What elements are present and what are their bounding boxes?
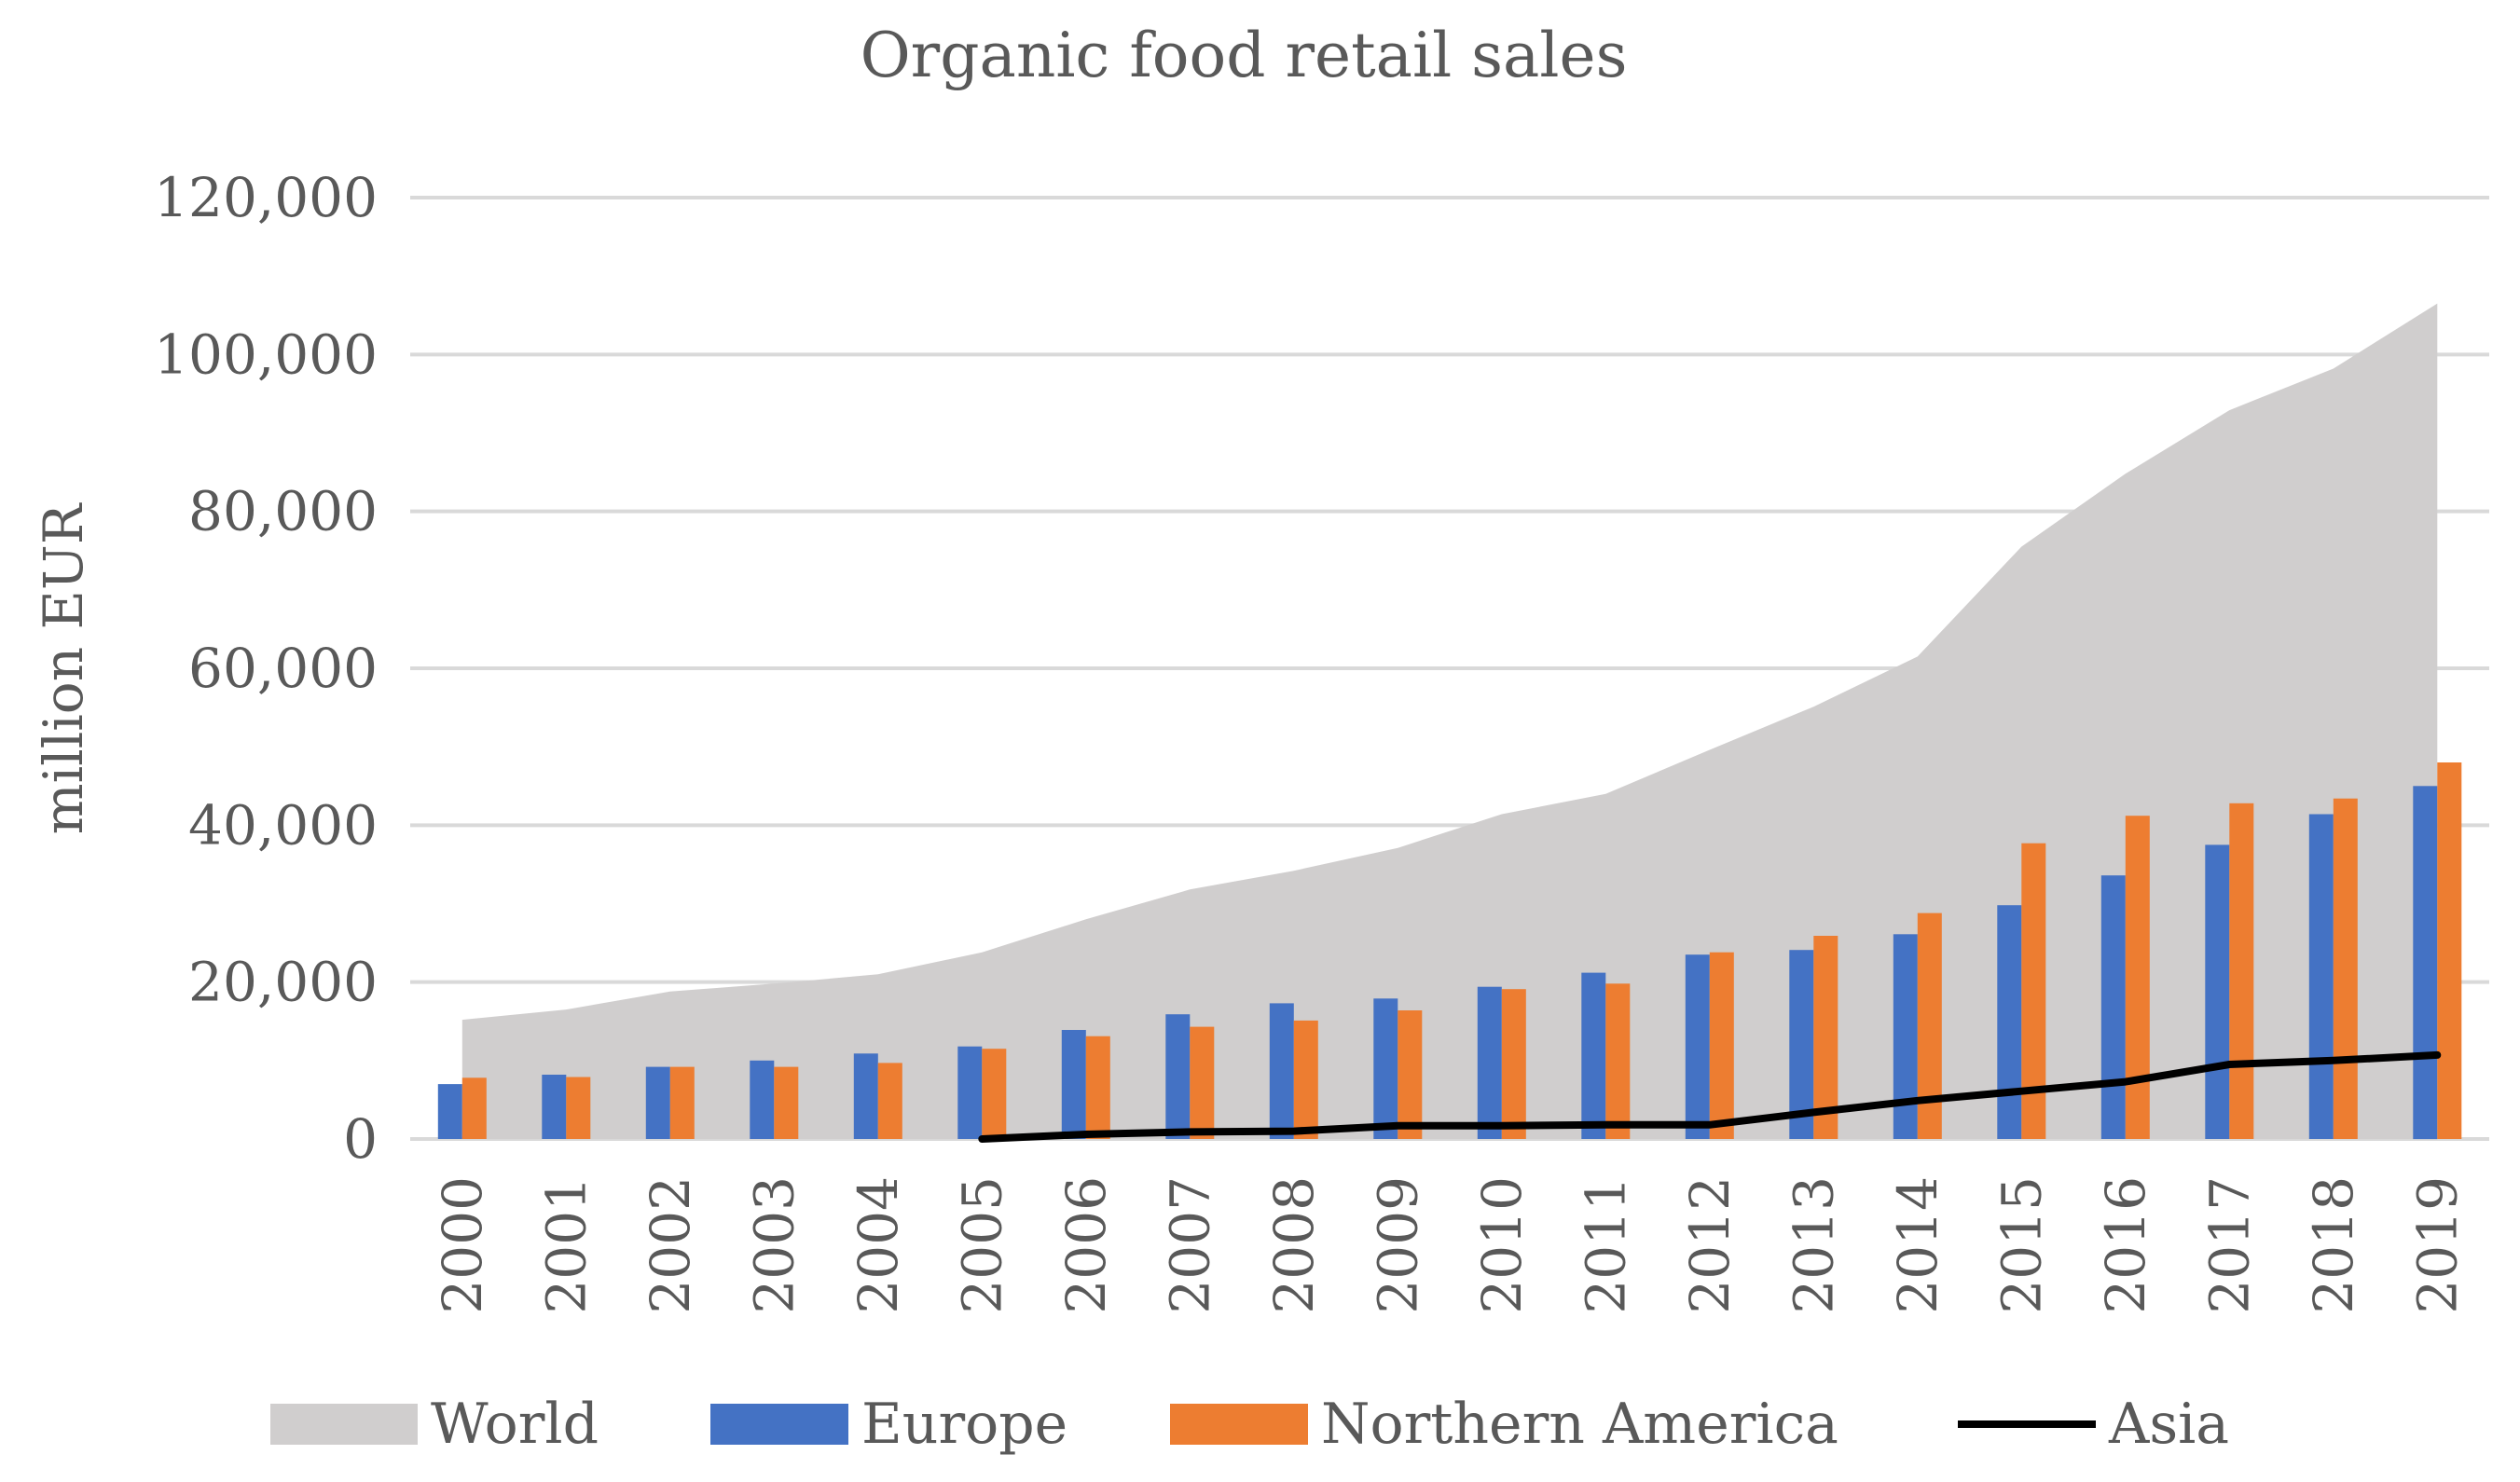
x-tick-label: 2016 <box>2094 1176 2157 1314</box>
chart-title: Organic food retail sales <box>861 20 1628 91</box>
x-tick-label: 2014 <box>1886 1176 1949 1314</box>
bar-northern-america <box>2333 798 2358 1139</box>
bar-europe <box>1789 950 1814 1139</box>
bar-europe <box>1685 954 1710 1139</box>
bar-europe <box>1477 986 1502 1139</box>
x-tick-label: 2001 <box>534 1176 598 1314</box>
bar-northern-america <box>1709 952 1734 1139</box>
legend-swatch-northern-america <box>1170 1404 1308 1445</box>
bar-europe <box>2205 844 2230 1139</box>
x-tick-label: 2017 <box>2197 1176 2261 1314</box>
bar-northern-america <box>774 1066 799 1139</box>
bar-europe <box>1373 998 1398 1139</box>
x-tick-label: 2008 <box>1262 1176 1326 1314</box>
bar-northern-america <box>2021 843 2046 1139</box>
bar-europe <box>1165 1014 1191 1139</box>
bar-northern-america <box>1293 1020 1318 1139</box>
world-area-layer <box>461 303 2438 1140</box>
bar-layer <box>437 762 2462 1140</box>
bar-northern-america <box>1085 1036 1110 1139</box>
bar-northern-america <box>1398 1010 1423 1139</box>
bar-northern-america <box>566 1077 591 1139</box>
x-tick-label: 2005 <box>950 1176 1013 1314</box>
y-tick-label: 0 <box>343 1107 378 1171</box>
bar-europe <box>750 1060 775 1139</box>
y-tick-label: 80,000 <box>188 480 378 543</box>
world-area <box>461 303 2438 1140</box>
x-tick-label: 2013 <box>1782 1176 1845 1314</box>
legend-label-asia: Asia <box>2108 1392 2229 1457</box>
bar-europe <box>2100 875 2126 1139</box>
bar-europe <box>1893 934 1918 1139</box>
bar-northern-america <box>1501 989 1526 1139</box>
x-tick-label: 2003 <box>742 1176 806 1314</box>
x-tick-label: 2010 <box>1470 1176 1534 1314</box>
bar-europe <box>2308 814 2334 1139</box>
bar-northern-america <box>982 1049 1007 1139</box>
bar-northern-america <box>2437 762 2462 1139</box>
asia-line-layer <box>978 1050 2442 1143</box>
bar-northern-america <box>1813 936 1838 1139</box>
x-tick-label: 2018 <box>2302 1176 2365 1314</box>
bar-europe <box>437 1084 462 1139</box>
y-tick-label: 100,000 <box>154 322 378 386</box>
x-tick-label: 2019 <box>2405 1176 2469 1314</box>
bar-northern-america <box>2229 803 2254 1139</box>
legend-label-europe: Europe <box>861 1392 1067 1457</box>
bar-northern-america <box>1917 913 1942 1139</box>
legend-label-world: World <box>431 1392 599 1457</box>
bar-europe <box>1581 972 1606 1139</box>
y-tick-label: 40,000 <box>188 793 378 857</box>
bar-europe <box>1061 1030 1086 1139</box>
bar-europe <box>645 1066 670 1139</box>
x-tick-label: 2002 <box>639 1176 702 1314</box>
y-tick-label: 60,000 <box>188 637 378 700</box>
x-tick-label: 2004 <box>847 1176 910 1314</box>
x-tick-label: 2015 <box>1990 1176 2053 1314</box>
x-tick-label: 2012 <box>1678 1176 1742 1314</box>
bar-europe <box>1997 905 2022 1139</box>
x-tick-label: 2011 <box>1574 1176 1637 1314</box>
x-tick-labels: 2000 2001 2002 2003 2004 2005 2006 2007 2008 2009… <box>431 1176 2470 1314</box>
bar-northern-america <box>877 1063 902 1139</box>
y-tick-labels: 0 20,000 40,000 60,000 80,000 100,000 120,000 <box>154 166 378 1171</box>
legend: World Europe Northern America Asia <box>270 1392 2229 1457</box>
bar-europe <box>2413 786 2438 1140</box>
asia-line <box>978 1050 2442 1143</box>
bar-northern-america <box>461 1077 487 1139</box>
bar-europe <box>957 1046 983 1139</box>
y-axis-label: million EUR <box>32 501 95 834</box>
bar-northern-america <box>1190 1026 1215 1139</box>
legend-swatch-europe <box>710 1404 848 1445</box>
x-tick-label: 2007 <box>1158 1176 1221 1314</box>
bar-europe <box>853 1053 878 1139</box>
y-tick-label: 120,000 <box>154 166 378 229</box>
bar-northern-america <box>1605 983 1631 1139</box>
bar-northern-america <box>2125 816 2150 1139</box>
legend-label-northern-america: Northern America <box>1321 1392 1838 1457</box>
x-tick-label: 2009 <box>1366 1176 1429 1314</box>
legend-swatch-world <box>270 1404 418 1445</box>
x-tick-label: 2006 <box>1054 1176 1118 1314</box>
bar-northern-america <box>669 1066 695 1139</box>
bar-europe <box>542 1075 567 1139</box>
x-tick-label: 2000 <box>431 1176 494 1314</box>
y-tick-label: 20,000 <box>188 951 378 1014</box>
bar-europe <box>1269 1003 1294 1139</box>
